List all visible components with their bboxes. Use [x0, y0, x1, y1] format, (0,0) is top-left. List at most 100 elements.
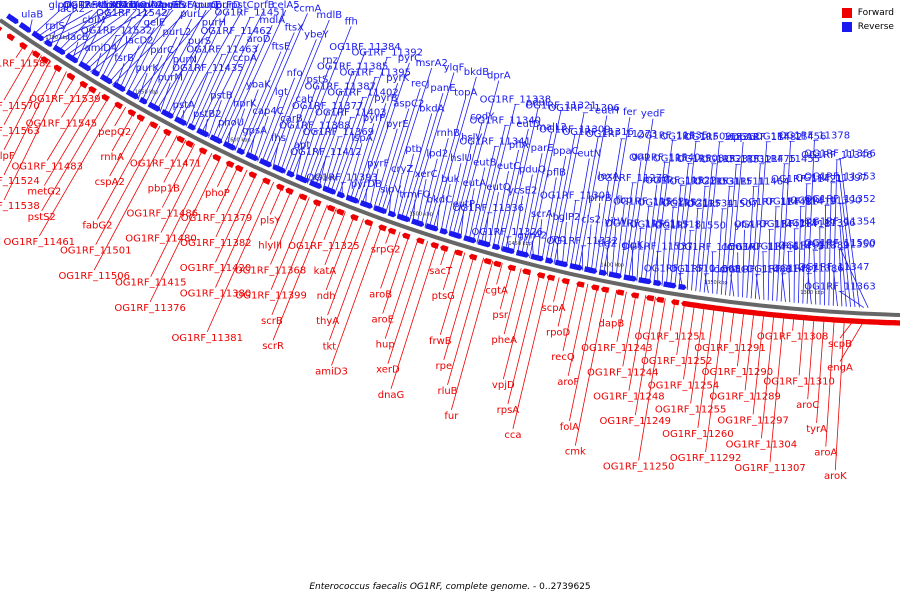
label-leader-line [133, 9, 210, 99]
label-leader-line [644, 184, 658, 283]
reverse-gene-label: OG1RF_11309 [539, 125, 611, 136]
reverse-gene-label: adhA [139, 0, 165, 11]
forward-gene-label: frwB [429, 336, 452, 347]
label-leader-line [813, 250, 817, 305]
forward-gene-arrow [546, 274, 556, 282]
label-leader-line [181, 110, 185, 125]
label-leader-line [329, 221, 374, 341]
label-leader-line [761, 312, 775, 439]
forward-gene-label: cmk [565, 447, 586, 458]
reverse-gene-label: OG1RF_11509 [660, 131, 732, 142]
label-leader-line [100, 17, 133, 79]
label-leader-line [833, 272, 838, 307]
forward-gene-label: OG1RF_11292 [670, 453, 742, 464]
reverse-gene-label: OG1RF_11508 [653, 154, 725, 165]
reverse-gene-label: OG1RF_11534 [662, 198, 734, 209]
reverse-gene-label: topA [454, 88, 477, 99]
reverse-gene-label: comFA [721, 242, 754, 253]
forward-gene-arrow [882, 319, 891, 326]
forward-gene-label: OG1RF_11563 [0, 126, 40, 137]
reverse-gene-label: treA [82, 0, 103, 11]
label-leader-line [345, 143, 363, 200]
forward-gene-label: OG1RF_11380 [180, 288, 252, 299]
reverse-gene-label: pflB [547, 168, 567, 179]
reverse-gene-label: rnz [322, 55, 338, 66]
label-leader-line [373, 128, 398, 210]
reverse-gene-label: OG1RF_11346 [801, 150, 873, 161]
reverse-gene-label: OG1RF_11421 [771, 174, 843, 185]
reverse-gene-label: OG1RF_11523 [677, 154, 749, 165]
forward-gene-label: OG1RF_11368 [235, 266, 307, 277]
label-leader-line [269, 185, 283, 215]
label-leader-line [468, 167, 486, 242]
label-leader-line [824, 205, 826, 306]
label-leader-line [807, 273, 812, 305]
label-leader-line [615, 204, 625, 278]
forward-gene-arrow [6, 33, 16, 42]
reverse-gene-arrow [653, 279, 662, 287]
label-leader-line [324, 211, 346, 266]
label-leader-line [531, 240, 534, 259]
forward-gene-label: OG1RF_11260 [662, 429, 734, 440]
label-leader-line [676, 301, 686, 356]
reverse-gene-label: ccpA [233, 53, 257, 64]
reverse-gene-arrow [520, 251, 530, 258]
reverse-gene-label: ppaC [553, 146, 579, 157]
label-leader-line [390, 243, 438, 389]
reverse-gene-label: parE [531, 143, 554, 154]
reverse-gene-label: rimM [102, 0, 127, 11]
forward-gene-label: OG1RF_11255 [655, 405, 727, 416]
reverse-gene-label: fsrB [114, 53, 134, 64]
reverse-gene-label: OG1RF_11306 [548, 103, 620, 114]
forward-gene-label: OG1RF_11381 [171, 333, 243, 344]
forward-gene-label: OG1RF_11539 [29, 94, 101, 105]
label-leader-line [590, 202, 601, 273]
forward-gene-arrow [66, 72, 76, 81]
forward-gene-label: OG1RF_11538 [0, 201, 40, 212]
label-leader-line [619, 182, 634, 279]
reverse-gene-label: purL [180, 9, 203, 20]
reverse-gene-label: OG1RF_11347 [798, 262, 870, 273]
label-leader-line [75, 24, 95, 64]
label-leader-line [93, 130, 169, 271]
label-leader-line [264, 39, 317, 166]
reverse-gene-label: fer [623, 107, 638, 118]
forward-gene-label: OG1RF_11325 [288, 241, 360, 252]
forward-gene-label: OG1RF_11545 [26, 119, 98, 130]
forward-gene-label: vpjD [492, 380, 515, 391]
figure-caption: Enterococcus faecalis OG1RF, complete ge… [0, 582, 900, 592]
label-leader-line [541, 177, 557, 262]
reverse-gene-label: lpd2 [426, 149, 448, 160]
label-leaders [3, 9, 869, 471]
reverse-gene-label: OG1RF_11332 [546, 236, 618, 247]
label-leader-line [704, 274, 709, 294]
label-leader-line [460, 209, 465, 239]
label-leader-line [839, 249, 843, 307]
forward-gene-label: aroF [557, 377, 579, 388]
forward-gene-label: pepQ2 [98, 127, 131, 138]
reverse-gene-label: eutB [473, 157, 496, 168]
label-leader-line [377, 108, 410, 212]
label-leader-line [242, 32, 295, 155]
label-leader-line [408, 72, 455, 223]
label-leader-line [436, 204, 440, 232]
reverse-gene-label: recJ [411, 78, 430, 89]
forward-gene-label: aroA [814, 448, 837, 459]
reverse-gene-label: prfB [254, 0, 275, 11]
reverse-gene-label: carB [280, 114, 303, 125]
reverse-gene-label: OG1RF_11350 [804, 239, 876, 250]
reverse-gene-label: OG1RF_11356 [804, 149, 876, 160]
reverse-gene-label: OG1RF_11561 [605, 218, 677, 229]
reverse-gene-arrow [429, 224, 439, 232]
reverse-gene-label: ffh [345, 16, 358, 27]
reverse-gene-label: bkdA [419, 104, 444, 115]
reverse-gene-label: OG1RF_11447 [734, 220, 806, 231]
reverse-gene-label: aroD [247, 34, 271, 45]
forward-gene-label: OG1RF_11307 [734, 463, 806, 474]
label-leader-line [318, 156, 327, 189]
reverse-gene-label: purC [150, 45, 174, 56]
label-leader-line [152, 9, 207, 109]
label-leader-line [155, 9, 222, 111]
reverse-gene-arrow [69, 55, 78, 64]
label-leader-line [211, 62, 246, 140]
